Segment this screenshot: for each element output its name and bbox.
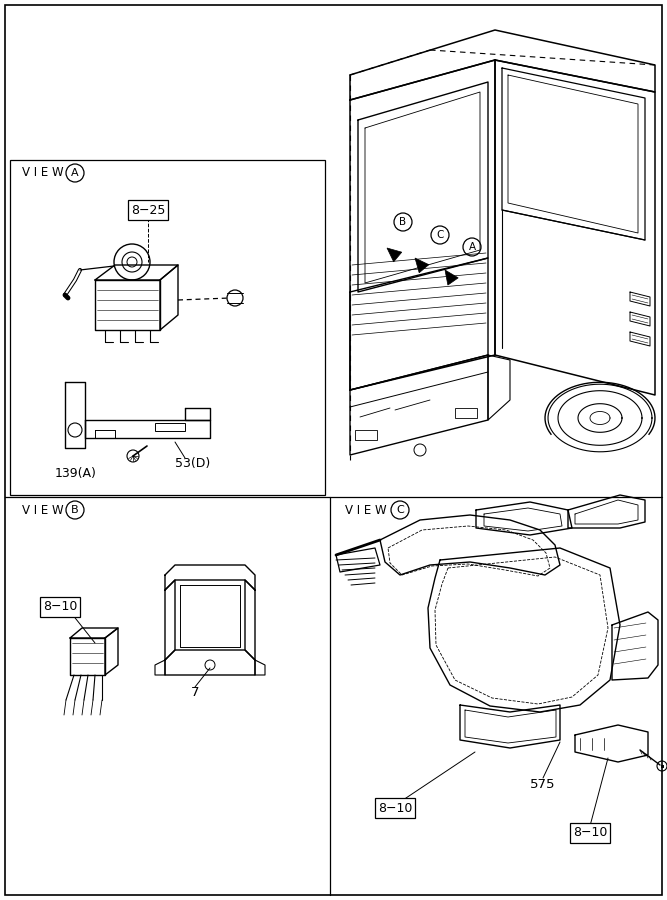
Text: V I E W: V I E W	[345, 503, 387, 517]
Text: 53(D): 53(D)	[175, 456, 210, 470]
Text: C: C	[436, 230, 444, 240]
Text: A: A	[468, 242, 476, 252]
Polygon shape	[415, 258, 429, 273]
Text: V I E W: V I E W	[22, 503, 63, 517]
Polygon shape	[445, 270, 458, 285]
Bar	[10, 160, 325, 495]
Text: 8−10: 8−10	[43, 600, 77, 614]
Text: C: C	[396, 505, 404, 515]
Text: 8−10: 8−10	[378, 802, 412, 814]
Bar	[355, 430, 377, 440]
Text: 575: 575	[530, 778, 556, 791]
Polygon shape	[387, 248, 402, 262]
Text: A: A	[71, 168, 79, 178]
Text: 7: 7	[191, 687, 199, 699]
Text: B: B	[400, 217, 407, 227]
Text: V I E W: V I E W	[22, 166, 63, 179]
Text: 8−25: 8−25	[131, 203, 165, 217]
Bar	[155, 423, 185, 431]
Text: 8−10: 8−10	[573, 826, 607, 840]
Text: 139(A): 139(A)	[55, 466, 97, 480]
Text: B: B	[71, 505, 79, 515]
Bar	[455, 408, 477, 418]
